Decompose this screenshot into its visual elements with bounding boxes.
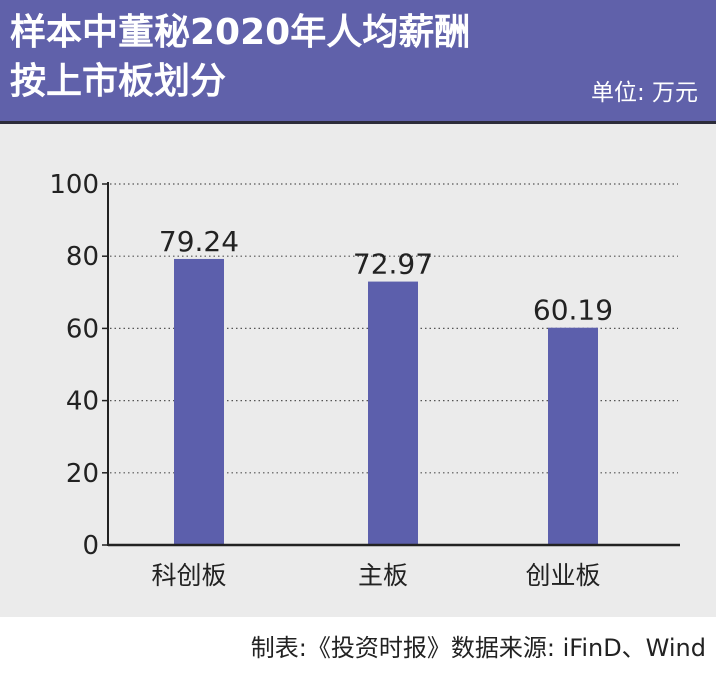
- data-label: 60.19: [533, 294, 613, 327]
- bar-2: [368, 281, 418, 545]
- chart-title-line2: 按上市板划分: [10, 61, 227, 102]
- x-category-label: 科创板: [151, 561, 226, 590]
- y-tick-label: 0: [82, 531, 99, 561]
- y-tick-label: 40: [66, 387, 99, 417]
- unit-label: 单位: 万元: [590, 80, 698, 106]
- data-label: 72.97: [353, 248, 433, 281]
- source-note: 制表:《投资时报》数据来源: iFinD、Wind: [250, 634, 706, 662]
- bar-chart: 0 20 40 60 80 100 79.24 科创板 72.97 主板 60.19 创业板: [49, 170, 680, 590]
- data-label: 79.24: [159, 225, 239, 258]
- y-tick-label: 60: [66, 314, 99, 344]
- chart-title: 样本中董秘2020年人均薪酬 按上市板划分: [10, 8, 610, 106]
- bar-1: [174, 258, 224, 545]
- y-tick-label: 100: [49, 170, 99, 200]
- chart-header: 样本中董秘2020年人均薪酬 按上市板划分 单位: 万元: [0, 0, 716, 124]
- chart-title-line1: 样本中董秘2020年人均薪酬: [10, 12, 471, 53]
- y-tick-label: 80: [66, 242, 99, 272]
- x-category-label: 主板: [358, 561, 408, 590]
- y-tick-label: 20: [66, 459, 99, 489]
- bar-3: [548, 327, 598, 545]
- x-category-label: 创业板: [525, 561, 600, 590]
